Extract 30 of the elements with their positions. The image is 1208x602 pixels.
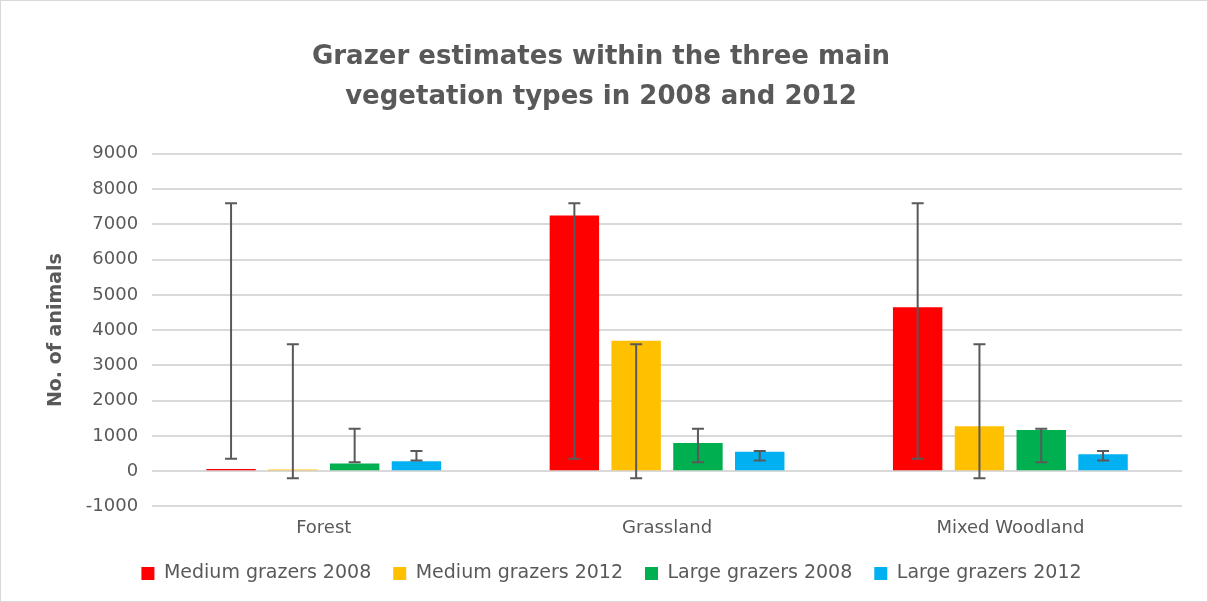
y-tick-label: 0 [126, 458, 139, 480]
bar [391, 461, 442, 471]
y-tick-label: -1000 [85, 494, 139, 516]
bar [329, 463, 380, 471]
bar [611, 340, 661, 471]
bar [549, 215, 600, 471]
y-tick-label: 2000 [92, 388, 139, 410]
bar [735, 451, 785, 471]
x-tick-label: Mixed Woodland [936, 515, 1085, 537]
legend-label: Large grazers 2008 [667, 560, 853, 583]
legend-label: Medium grazers 2012 [415, 560, 624, 583]
chart-title: Grazer estimates within the three main vegetation types in 2008 and 2012 [310, 39, 892, 112]
y-tick-label: 9000 [92, 141, 139, 163]
legend-label: Medium grazers 2008 [163, 560, 372, 583]
bar [954, 426, 1005, 471]
y-tick-label: 4000 [92, 317, 139, 339]
y-tick-label: 7000 [92, 211, 139, 233]
bar [1078, 454, 1128, 471]
legend-label: Large grazers 2012 [896, 560, 1082, 583]
bar [892, 307, 943, 471]
bar [673, 442, 723, 471]
y-tick-label: 1000 [92, 423, 139, 445]
x-tick-label: Grassland [622, 515, 713, 537]
y-axis-title: No. of animals [43, 253, 66, 408]
bar [1016, 429, 1066, 471]
y-tick-label: 6000 [92, 247, 139, 269]
y-tick-label: 5000 [92, 282, 139, 304]
y-tick-label: 8000 [92, 176, 139, 198]
x-tick-label: Forest [296, 515, 352, 537]
y-tick-label: 3000 [92, 353, 139, 375]
